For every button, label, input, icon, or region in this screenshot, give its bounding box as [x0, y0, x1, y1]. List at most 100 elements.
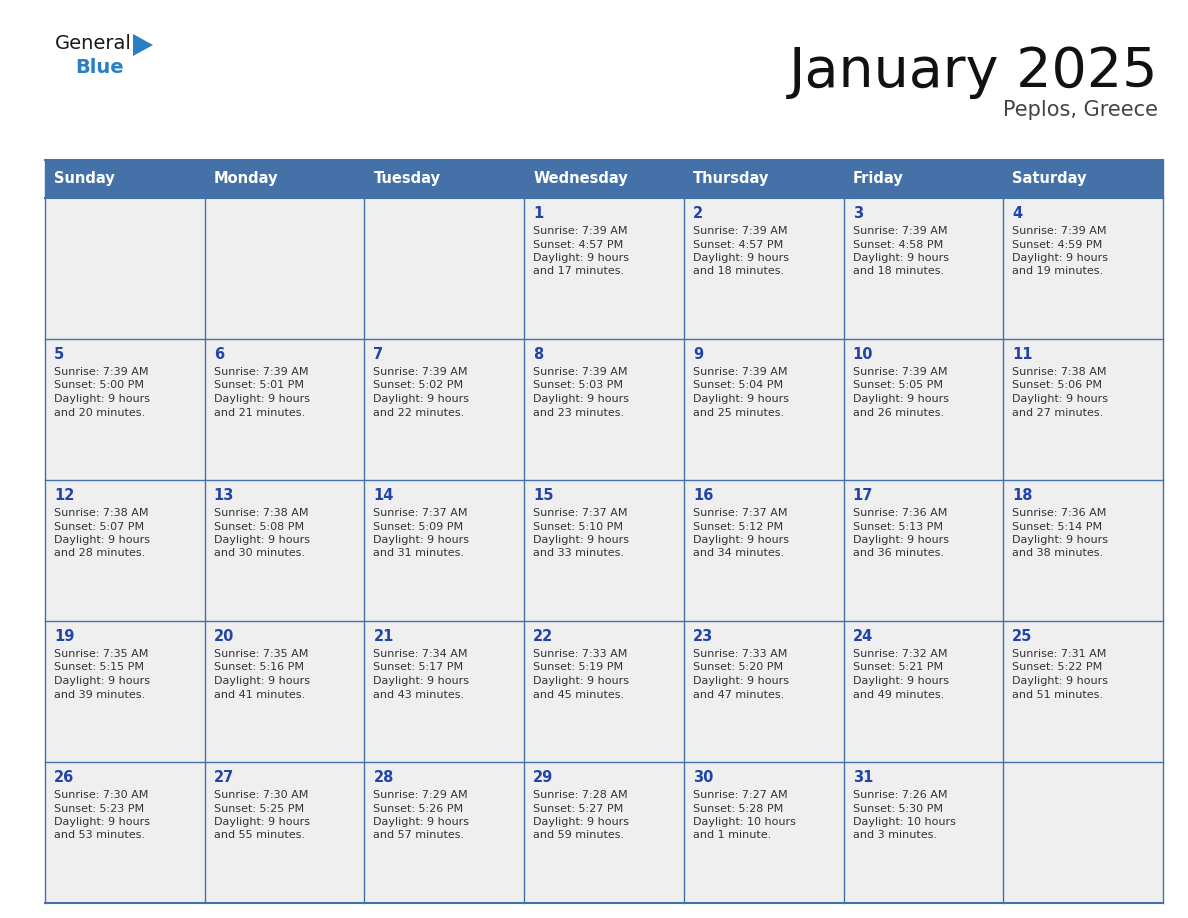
Text: Daylight: 9 hours: Daylight: 9 hours [214, 535, 310, 545]
Text: 14: 14 [373, 488, 393, 503]
Text: Sunrise: 7:36 AM: Sunrise: 7:36 AM [1012, 508, 1107, 518]
Bar [204, 480, 365, 621]
Text: and 38 minutes.: and 38 minutes. [1012, 548, 1104, 558]
Text: 20: 20 [214, 629, 234, 644]
Text: 22: 22 [533, 629, 554, 644]
Bar [365, 198, 524, 339]
Text: and 21 minutes.: and 21 minutes. [214, 408, 305, 418]
Text: Friday: Friday [853, 172, 903, 186]
Bar [843, 198, 1004, 339]
Text: and 3 minutes.: and 3 minutes. [853, 831, 936, 841]
Text: Daylight: 9 hours: Daylight: 9 hours [693, 535, 789, 545]
Text: Sunset: 5:19 PM: Sunset: 5:19 PM [533, 663, 624, 673]
Text: 19: 19 [53, 629, 75, 644]
Bar [45, 621, 204, 762]
Text: Daylight: 10 hours: Daylight: 10 hours [853, 817, 955, 827]
Text: Daylight: 9 hours: Daylight: 9 hours [853, 676, 948, 686]
Text: Daylight: 9 hours: Daylight: 9 hours [533, 394, 630, 404]
Bar [365, 339, 524, 480]
Text: Sunset: 4:59 PM: Sunset: 4:59 PM [1012, 240, 1102, 250]
Polygon shape [133, 34, 153, 56]
Text: Sunset: 5:06 PM: Sunset: 5:06 PM [1012, 380, 1102, 390]
Text: Sunset: 5:07 PM: Sunset: 5:07 PM [53, 521, 144, 532]
Text: Sunset: 5:21 PM: Sunset: 5:21 PM [853, 663, 943, 673]
Bar [843, 480, 1004, 621]
Text: 26: 26 [53, 770, 74, 785]
Bar [684, 480, 843, 621]
Text: Sunset: 5:08 PM: Sunset: 5:08 PM [214, 521, 304, 532]
Text: Sunrise: 7:26 AM: Sunrise: 7:26 AM [853, 790, 947, 800]
Bar [204, 339, 365, 480]
Bar [684, 339, 843, 480]
Text: Sunrise: 7:39 AM: Sunrise: 7:39 AM [373, 367, 468, 377]
Text: 5: 5 [53, 347, 64, 362]
Text: Sunrise: 7:30 AM: Sunrise: 7:30 AM [214, 790, 308, 800]
Text: Wednesday: Wednesday [533, 172, 628, 186]
Bar [45, 762, 204, 903]
Text: Daylight: 9 hours: Daylight: 9 hours [1012, 676, 1108, 686]
Text: 13: 13 [214, 488, 234, 503]
Text: Sunrise: 7:32 AM: Sunrise: 7:32 AM [853, 649, 947, 659]
Text: Sunrise: 7:39 AM: Sunrise: 7:39 AM [53, 367, 148, 377]
Text: Daylight: 10 hours: Daylight: 10 hours [693, 817, 796, 827]
Text: 1: 1 [533, 206, 543, 221]
Text: 6: 6 [214, 347, 223, 362]
Text: Sunset: 5:25 PM: Sunset: 5:25 PM [214, 803, 304, 813]
Text: Daylight: 9 hours: Daylight: 9 hours [533, 676, 630, 686]
Bar [204, 762, 365, 903]
Text: and 34 minutes.: and 34 minutes. [693, 548, 784, 558]
Bar [204, 160, 365, 198]
Bar [365, 762, 524, 903]
Text: 3: 3 [853, 206, 862, 221]
Text: Sunset: 5:04 PM: Sunset: 5:04 PM [693, 380, 783, 390]
Bar [524, 480, 684, 621]
Text: Sunrise: 7:31 AM: Sunrise: 7:31 AM [1012, 649, 1107, 659]
Text: 30: 30 [693, 770, 713, 785]
Text: Daylight: 9 hours: Daylight: 9 hours [1012, 253, 1108, 263]
Text: Sunrise: 7:39 AM: Sunrise: 7:39 AM [853, 367, 947, 377]
Text: Sunset: 5:30 PM: Sunset: 5:30 PM [853, 803, 942, 813]
Text: Sunrise: 7:33 AM: Sunrise: 7:33 AM [693, 649, 788, 659]
Text: and 17 minutes.: and 17 minutes. [533, 266, 624, 276]
Text: Daylight: 9 hours: Daylight: 9 hours [53, 394, 150, 404]
Bar [45, 480, 204, 621]
Text: 23: 23 [693, 629, 713, 644]
Text: Daylight: 9 hours: Daylight: 9 hours [533, 253, 630, 263]
Text: and 51 minutes.: and 51 minutes. [1012, 689, 1104, 700]
Text: Peplos, Greece: Peplos, Greece [1003, 100, 1158, 120]
Text: Daylight: 9 hours: Daylight: 9 hours [693, 394, 789, 404]
Text: and 31 minutes.: and 31 minutes. [373, 548, 465, 558]
Text: Daylight: 9 hours: Daylight: 9 hours [214, 817, 310, 827]
Text: Sunrise: 7:39 AM: Sunrise: 7:39 AM [533, 226, 627, 236]
Text: 2: 2 [693, 206, 703, 221]
Text: and 59 minutes.: and 59 minutes. [533, 831, 624, 841]
Text: 18: 18 [1012, 488, 1032, 503]
Text: Sunset: 4:57 PM: Sunset: 4:57 PM [533, 240, 624, 250]
Text: Sunrise: 7:35 AM: Sunrise: 7:35 AM [53, 649, 148, 659]
Bar [843, 762, 1004, 903]
Text: and 18 minutes.: and 18 minutes. [853, 266, 943, 276]
Text: Sunset: 5:05 PM: Sunset: 5:05 PM [853, 380, 942, 390]
Text: Daylight: 9 hours: Daylight: 9 hours [373, 817, 469, 827]
Text: Daylight: 9 hours: Daylight: 9 hours [693, 253, 789, 263]
Text: Sunset: 5:27 PM: Sunset: 5:27 PM [533, 803, 624, 813]
Bar [524, 339, 684, 480]
Text: Sunset: 5:17 PM: Sunset: 5:17 PM [373, 663, 463, 673]
Bar [524, 160, 684, 198]
Text: 24: 24 [853, 629, 873, 644]
Bar [365, 621, 524, 762]
Bar [45, 160, 204, 198]
Text: Sunrise: 7:39 AM: Sunrise: 7:39 AM [533, 367, 627, 377]
Text: Sunrise: 7:39 AM: Sunrise: 7:39 AM [693, 226, 788, 236]
Text: 7: 7 [373, 347, 384, 362]
Bar [843, 160, 1004, 198]
Bar [524, 198, 684, 339]
Text: Sunset: 5:00 PM: Sunset: 5:00 PM [53, 380, 144, 390]
Bar [684, 198, 843, 339]
Text: and 41 minutes.: and 41 minutes. [214, 689, 305, 700]
Text: 9: 9 [693, 347, 703, 362]
Bar [684, 621, 843, 762]
Text: Sunset: 5:22 PM: Sunset: 5:22 PM [1012, 663, 1102, 673]
Text: 17: 17 [853, 488, 873, 503]
Text: and 28 minutes.: and 28 minutes. [53, 548, 145, 558]
